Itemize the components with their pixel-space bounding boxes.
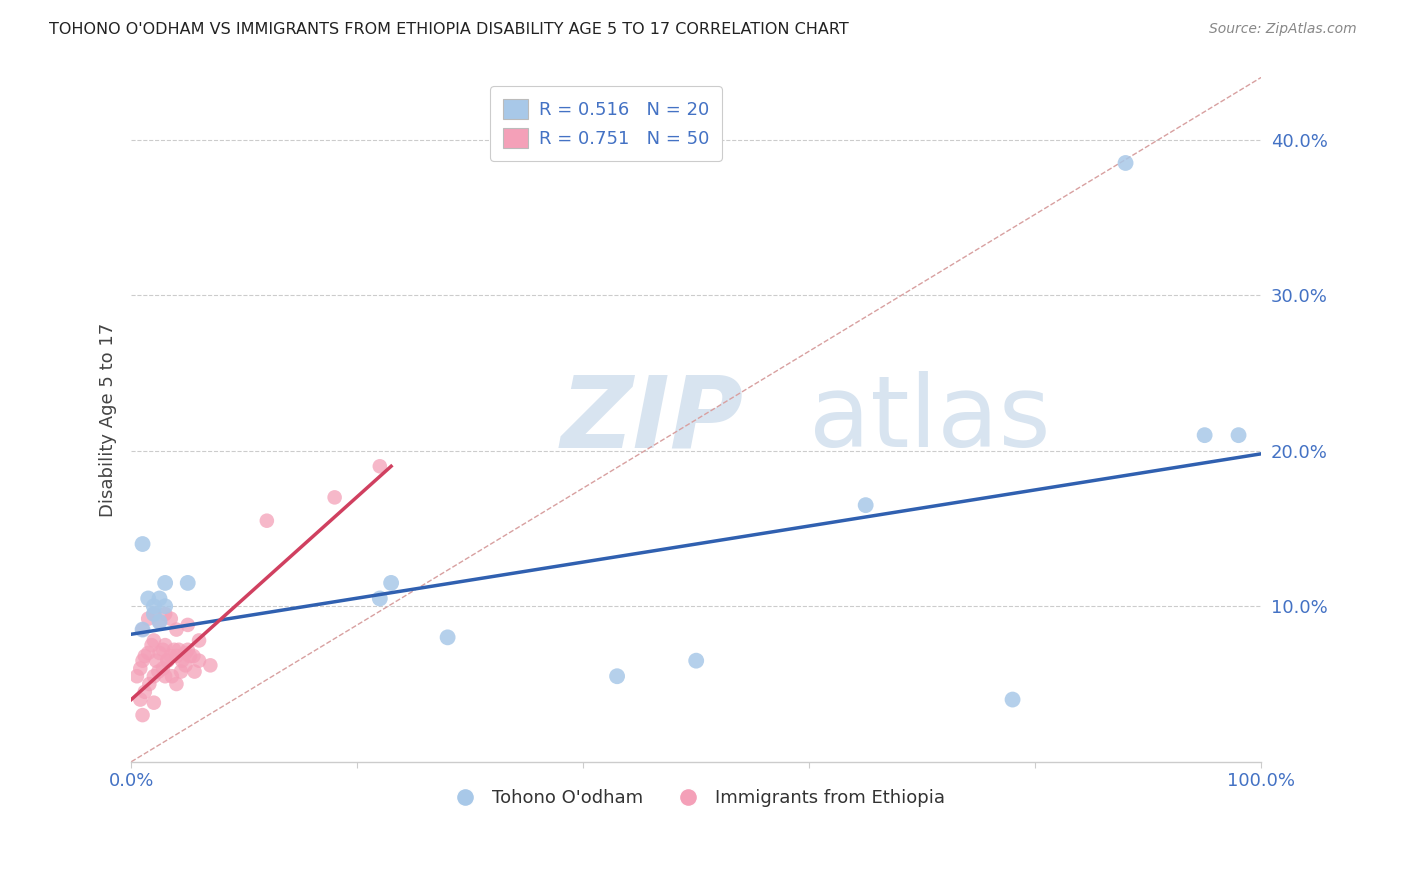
- Point: [142, 599, 165, 614]
- Point: [145, 654, 167, 668]
- Point: [138, 677, 160, 691]
- Point: [136, 591, 159, 606]
- Point: [156, 654, 179, 668]
- Point: [606, 669, 628, 683]
- Point: [136, 612, 159, 626]
- Text: Source: ZipAtlas.com: Source: ZipAtlas.com: [1209, 22, 1357, 37]
- Point: [152, 642, 174, 657]
- Point: [134, 685, 156, 699]
- Point: [177, 642, 200, 657]
- Point: [153, 607, 176, 621]
- Point: [256, 514, 278, 528]
- Point: [142, 607, 165, 621]
- Point: [153, 599, 176, 614]
- Point: [129, 661, 152, 675]
- Point: [153, 638, 176, 652]
- Point: [183, 665, 205, 679]
- Point: [156, 654, 179, 668]
- Point: [1227, 428, 1250, 442]
- Point: [152, 661, 174, 675]
- Point: [142, 607, 165, 621]
- Point: [436, 631, 458, 645]
- Point: [131, 623, 153, 637]
- Point: [142, 633, 165, 648]
- Point: [177, 618, 200, 632]
- Point: [141, 638, 163, 652]
- Point: [1001, 692, 1024, 706]
- Point: [174, 646, 197, 660]
- Point: [153, 575, 176, 590]
- Point: [142, 669, 165, 683]
- Point: [163, 642, 186, 657]
- Point: [165, 648, 187, 663]
- Point: [165, 677, 187, 691]
- Point: [685, 654, 707, 668]
- Point: [159, 612, 181, 626]
- Point: [136, 646, 159, 660]
- Point: [380, 575, 402, 590]
- Point: [855, 498, 877, 512]
- Point: [177, 575, 200, 590]
- Point: [148, 615, 170, 629]
- Point: [131, 654, 153, 668]
- Point: [125, 669, 148, 683]
- Text: ZIP: ZIP: [561, 371, 744, 468]
- Point: [148, 665, 170, 679]
- Legend: Tohono O'odham, Immigrants from Ethiopia: Tohono O'odham, Immigrants from Ethiopia: [440, 782, 953, 814]
- Point: [131, 708, 153, 723]
- Point: [160, 669, 183, 683]
- Point: [134, 648, 156, 663]
- Point: [129, 692, 152, 706]
- Point: [148, 615, 170, 629]
- Point: [368, 459, 391, 474]
- Point: [167, 642, 190, 657]
- Point: [183, 648, 205, 663]
- Y-axis label: Disability Age 5 to 17: Disability Age 5 to 17: [100, 323, 117, 516]
- Point: [148, 591, 170, 606]
- Point: [368, 591, 391, 606]
- Point: [179, 648, 201, 663]
- Point: [131, 537, 153, 551]
- Point: [142, 696, 165, 710]
- Point: [188, 654, 211, 668]
- Point: [148, 646, 170, 660]
- Point: [131, 623, 153, 637]
- Text: TOHONO O'ODHAM VS IMMIGRANTS FROM ETHIOPIA DISABILITY AGE 5 TO 17 CORRELATION CH: TOHONO O'ODHAM VS IMMIGRANTS FROM ETHIOP…: [49, 22, 849, 37]
- Point: [188, 633, 211, 648]
- Point: [1115, 156, 1137, 170]
- Point: [159, 648, 181, 663]
- Point: [170, 665, 193, 679]
- Point: [172, 654, 194, 668]
- Point: [153, 669, 176, 683]
- Point: [1194, 428, 1216, 442]
- Point: [200, 658, 222, 673]
- Point: [165, 623, 187, 637]
- Text: atlas: atlas: [810, 371, 1050, 468]
- Point: [174, 658, 197, 673]
- Point: [323, 491, 346, 505]
